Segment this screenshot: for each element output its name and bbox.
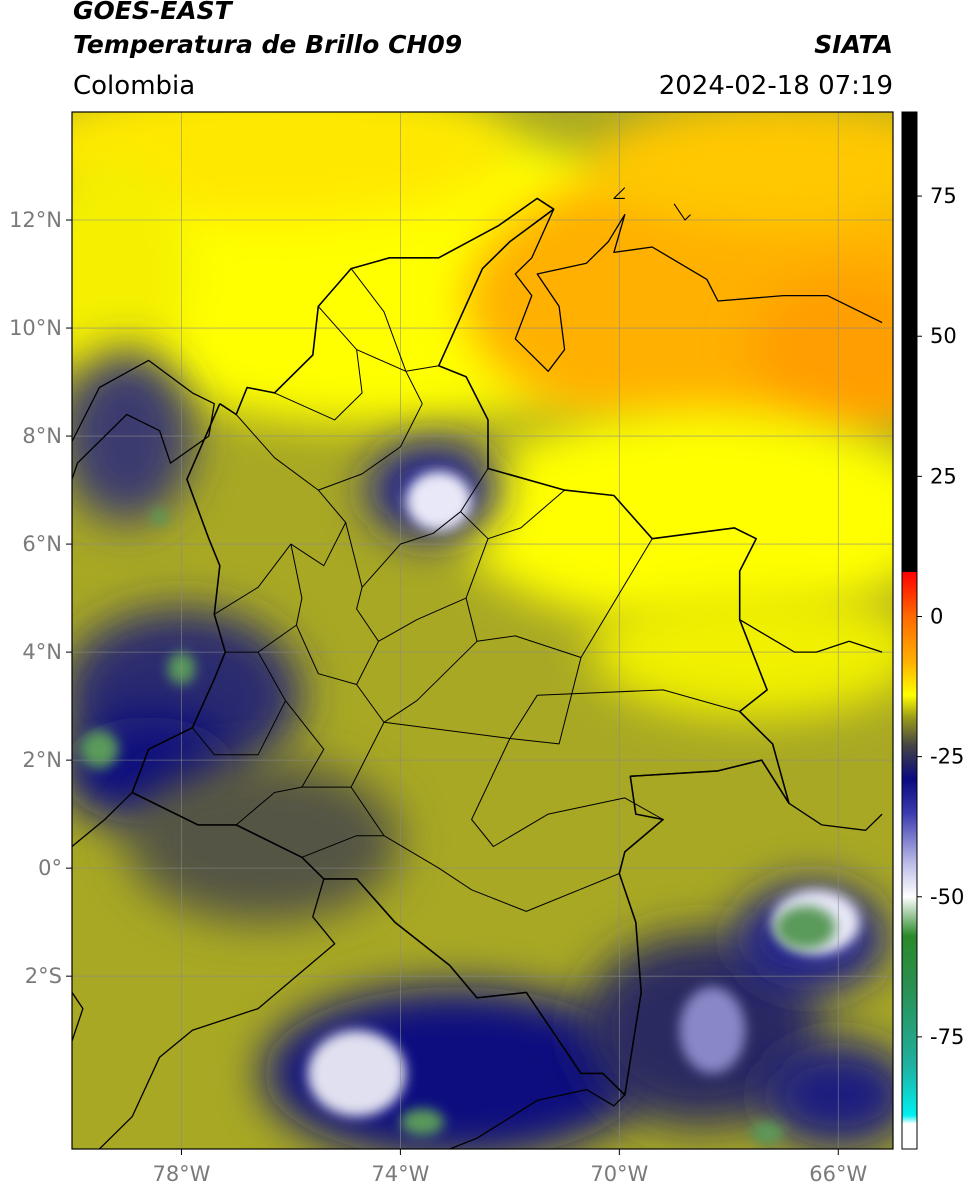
colorbar-tick-label: 25 [930, 464, 957, 488]
colorbar-tick-label: 0 [930, 604, 943, 628]
colorbar-tick-label: 75 [930, 184, 957, 208]
field-region-amazon-cell-2 [400, 1108, 445, 1136]
lat-tick-label: 6°N [22, 532, 62, 556]
colorbar: 75 50 25 0 -25 -50 -75 [901, 111, 964, 1150]
department-boundary [350, 268, 423, 404]
region-label: Colombia [73, 71, 196, 101]
product-title: Temperatura de Brillo CH09 [73, 30, 463, 59]
field-region-north-orange [592, 112, 893, 231]
map-boundaries [72, 187, 959, 1149]
colorbar-ticks: 75 50 25 0 -25 -50 -75 [917, 184, 964, 1049]
field-region-pacific-cell-3 [80, 730, 119, 769]
lat-tick-label: 10°N [9, 316, 62, 340]
department-boundary [345, 468, 489, 588]
department-boundary [301, 835, 384, 858]
map-gridlines [72, 112, 893, 1149]
timestamp-label: 2024-02-18 07:19 [658, 71, 893, 101]
colorbar-tick-label: -25 [930, 745, 964, 769]
field-region-amazon-cell-1 [307, 1030, 406, 1117]
lon-tick-label: 66°W [809, 1162, 867, 1186]
lat-tick-label: 0° [38, 856, 62, 880]
field-region-pacific-cell-2 [151, 508, 168, 526]
island-outline [613, 187, 626, 199]
lon-tick-label: 70°W [590, 1162, 648, 1186]
department-boundary [509, 689, 740, 739]
field-region-venezuela-yellow [455, 409, 893, 626]
department-boundary [350, 786, 620, 912]
field-region-pacific-yellow [72, 155, 187, 393]
department-boundary [460, 489, 565, 540]
lat-tick-label: 8°N [22, 424, 62, 448]
brazil-border [630, 759, 883, 831]
island-outline [926, 269, 959, 280]
agency-label: SIATA [814, 30, 893, 59]
lat-tick-label: 4°N [22, 640, 62, 664]
department-boundary [471, 738, 664, 847]
lon-tick-label: 74°W [371, 1162, 429, 1186]
ecuador-coastline-south [72, 992, 84, 1042]
department-boundary [295, 624, 379, 685]
ecuador-coastline [72, 792, 133, 848]
lat-tick-label: 2°N [22, 748, 62, 772]
map-frame [71, 111, 894, 1150]
colorbar-tick-label: 50 [930, 324, 957, 348]
department-boundary [274, 306, 363, 421]
panama-coastline [72, 359, 215, 480]
department-boundary [465, 538, 653, 658]
brightness-field [72, 112, 893, 1149]
lat-tick-label: 12°N [9, 208, 62, 232]
colorbar-tick-label: -50 [930, 885, 964, 909]
colorbar-tick-label: -75 [930, 1025, 964, 1049]
map-axis-ticks: 78°W 74°W 70°W 66°W 12°N 10°N 8°N 6°N 4°N 2°N 0° 2°… [9, 208, 867, 1186]
department-boundary [192, 651, 286, 756]
department-boundary [383, 657, 582, 745]
lon-tick-label: 78°W [152, 1162, 210, 1186]
field-region-east-south-blue [761, 1040, 893, 1149]
department-boundary [214, 489, 347, 615]
colorbar-bar [901, 111, 918, 1150]
venezuela-coastline [514, 208, 883, 372]
island-outline [673, 203, 691, 221]
field-region-south-dark [126, 760, 401, 923]
satellite-title: GOES-EAST [73, 0, 232, 25]
department-boundary [356, 640, 478, 723]
peru-border [449, 1088, 626, 1149]
venezuela-border [739, 619, 883, 653]
ecuador-border [98, 878, 336, 1149]
department-boundary [235, 403, 423, 491]
lat-tick-label: 2°S [25, 964, 62, 988]
field-region-venezuela-east-orange [750, 274, 893, 426]
field-region-east-cell-green [775, 905, 836, 950]
field-region-south-east-cell [679, 986, 746, 1074]
field-region-storm-magdalena-white [405, 471, 472, 531]
field-region-south-east-cell-2 [750, 1121, 784, 1144]
